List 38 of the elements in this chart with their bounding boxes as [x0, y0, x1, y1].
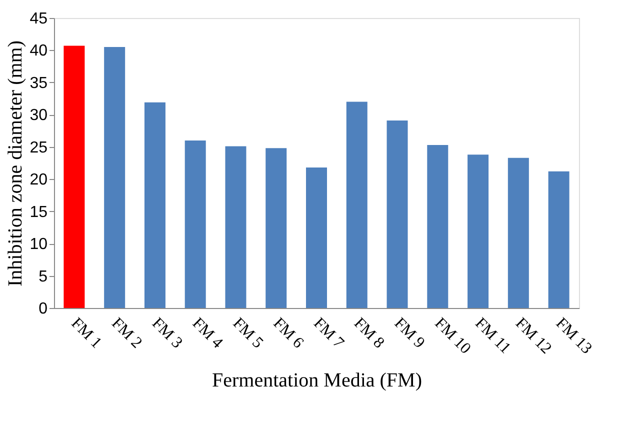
- x-tick-label: FM 13: [552, 314, 595, 358]
- y-tick-label: 45: [30, 10, 48, 28]
- x-tick-label: FM 11: [472, 314, 514, 357]
- y-tick-label: 20: [30, 172, 48, 189]
- bar: [184, 140, 206, 308]
- y-tick-label: 25: [30, 139, 48, 156]
- bar: [144, 102, 166, 308]
- x-tick-label: FM 7: [310, 314, 347, 352]
- x-tick-label: FM 6: [270, 314, 307, 352]
- y-tick-label: 35: [30, 74, 48, 92]
- bar: [225, 146, 246, 308]
- x-tick-label: FM 4: [188, 314, 226, 352]
- x-tick-label: FM 2: [108, 314, 146, 352]
- bar: [548, 171, 570, 308]
- x-tick-label: FM 9: [390, 314, 428, 352]
- bar: [508, 158, 529, 308]
- bar: [346, 102, 368, 308]
- x-tick-label: FM 1: [68, 314, 105, 352]
- bar: [104, 47, 126, 308]
- y-tick-label: 15: [30, 204, 48, 221]
- bar: [266, 148, 287, 308]
- y-tick-label: 10: [30, 236, 48, 254]
- y-tick-label: 30: [30, 107, 48, 124]
- y-tick-label: 0: [38, 300, 48, 318]
- x-tick-label: FM 10: [431, 314, 474, 358]
- x-axis-title: Fermentation Media (FM): [212, 370, 422, 392]
- x-tick-label: FM 8: [350, 314, 388, 352]
- y-tick-label: 5: [38, 268, 48, 286]
- x-tick-label: FM 12: [512, 314, 555, 358]
- bar: [468, 154, 489, 308]
- bar: [427, 144, 448, 308]
- y-axis-title: Inhibition zone diameter (mm): [4, 40, 27, 287]
- bar: [64, 46, 85, 308]
- bar: [306, 168, 327, 308]
- x-tick-label: FM 5: [229, 314, 266, 352]
- bar: [386, 120, 408, 308]
- y-tick-label: 40: [30, 42, 48, 60]
- x-tick-label: FM 3: [148, 314, 186, 352]
